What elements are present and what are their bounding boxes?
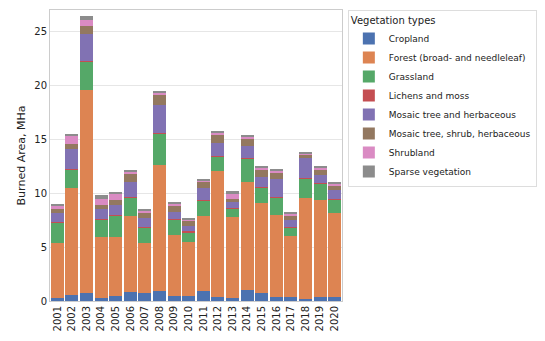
svg-text:2009: 2009 [168,306,179,331]
svg-text:2017: 2017 [285,306,296,331]
svg-text:Shrubland: Shrubland [389,148,435,158]
svg-text:Lichens and moss: Lichens and moss [389,91,470,101]
svg-text:2004: 2004 [95,306,106,331]
svg-text:Forest (broad- and needleleaf): Forest (broad- and needleleaf) [389,53,526,63]
svg-text:Sparse vegetation: Sparse vegetation [389,167,471,177]
svg-text:2014: 2014 [241,306,252,331]
svg-text:Grassland: Grassland [389,72,434,82]
svg-text:2007: 2007 [139,306,150,331]
svg-text:Burned Area, MHa: Burned Area, MHa [15,106,28,206]
svg-text:2003: 2003 [81,306,92,331]
svg-text:10: 10 [34,188,47,199]
svg-text:2012: 2012 [212,306,223,331]
svg-text:15: 15 [34,134,47,145]
svg-text:2010: 2010 [183,306,194,331]
svg-text:2015: 2015 [256,306,267,331]
svg-text:2011: 2011 [198,306,209,331]
svg-text:2002: 2002 [66,306,77,331]
svg-text:2020: 2020 [329,306,340,331]
svg-text:Mosaic tree and herbaceous: Mosaic tree and herbaceous [389,110,516,120]
svg-text:2005: 2005 [110,306,121,331]
svg-text:2001: 2001 [52,306,63,331]
svg-text:2013: 2013 [227,306,238,331]
svg-text:2016: 2016 [271,306,282,331]
svg-text:Mosaic tree, shrub, herbaceous: Mosaic tree, shrub, herbaceous [389,129,531,139]
svg-text:0: 0 [41,296,47,307]
svg-text:2008: 2008 [154,306,165,331]
svg-text:2018: 2018 [300,306,311,331]
svg-text:20: 20 [34,80,47,91]
svg-text:Vegetation types: Vegetation types [351,15,436,26]
svg-text:25: 25 [34,26,47,37]
svg-text:5: 5 [41,242,47,253]
svg-text:2006: 2006 [125,306,136,331]
svg-text:2019: 2019 [314,306,325,331]
svg-text:Cropland: Cropland [389,34,429,44]
